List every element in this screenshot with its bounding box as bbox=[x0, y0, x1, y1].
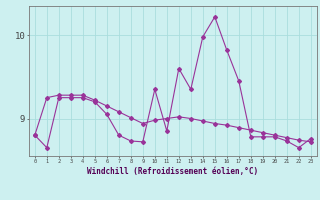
X-axis label: Windchill (Refroidissement éolien,°C): Windchill (Refroidissement éolien,°C) bbox=[87, 167, 258, 176]
